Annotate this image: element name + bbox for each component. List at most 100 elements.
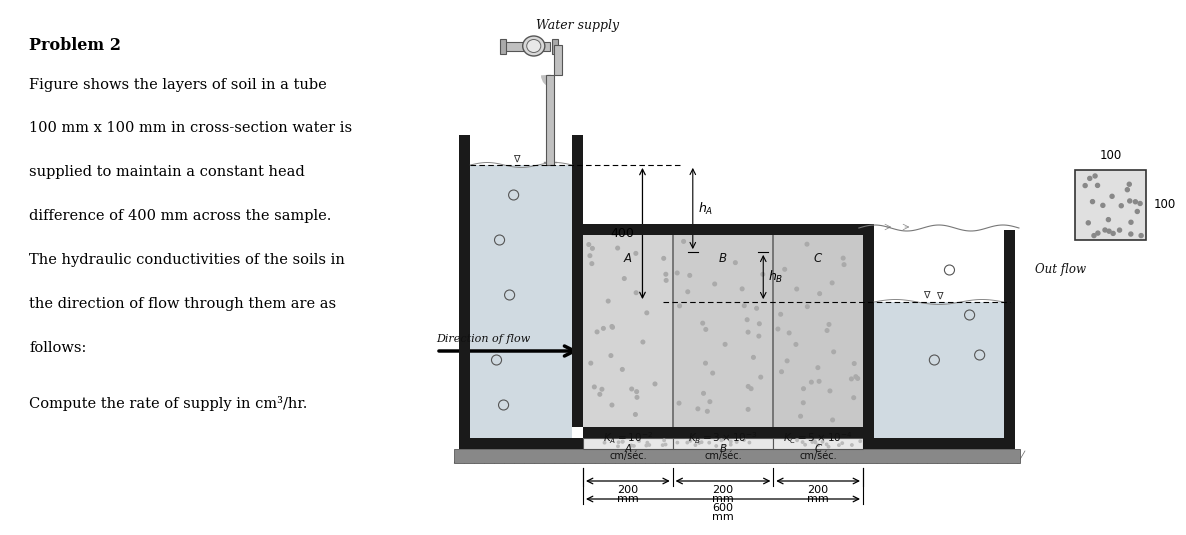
Circle shape — [598, 393, 601, 396]
Bar — [572, 135, 584, 427]
Circle shape — [837, 444, 840, 446]
Bar — [1076, 170, 1146, 240]
Text: A: A — [624, 251, 632, 264]
Circle shape — [593, 385, 597, 389]
Circle shape — [785, 359, 789, 363]
Circle shape — [611, 325, 614, 329]
Text: Direction of flow: Direction of flow — [436, 334, 530, 344]
Text: Out flow: Out flow — [1035, 264, 1086, 277]
Circle shape — [742, 304, 746, 308]
Text: difference of 400 mm across the sample.: difference of 400 mm across the sample. — [30, 209, 332, 223]
Circle shape — [745, 318, 748, 322]
Bar — [454, 449, 1020, 463]
Text: $h_B$: $h_B$ — [769, 269, 784, 285]
Circle shape — [664, 272, 668, 276]
Circle shape — [1128, 199, 1131, 203]
Circle shape — [1092, 234, 1096, 238]
Circle shape — [812, 440, 815, 442]
Text: 100: 100 — [1099, 149, 1122, 162]
Text: The hydraulic conductivities of the soils in: The hydraulic conductivities of the soil… — [30, 253, 345, 267]
Text: Water supply: Water supply — [536, 19, 619, 32]
Text: Figure shows the layers of soil in a tube: Figure shows the layers of soil in a tub… — [30, 78, 327, 91]
Circle shape — [1127, 182, 1131, 186]
Circle shape — [757, 334, 760, 338]
Circle shape — [621, 441, 624, 443]
Circle shape — [802, 401, 805, 404]
Circle shape — [1086, 221, 1090, 225]
Circle shape — [676, 441, 678, 444]
Circle shape — [686, 441, 689, 444]
Circle shape — [802, 441, 804, 444]
Circle shape — [591, 247, 594, 250]
Text: $h_A$: $h_A$ — [697, 201, 713, 217]
Circle shape — [704, 327, 708, 331]
Circle shape — [828, 446, 830, 448]
Circle shape — [758, 322, 761, 326]
Circle shape — [702, 392, 706, 395]
Circle shape — [635, 390, 638, 393]
Circle shape — [729, 444, 732, 446]
Circle shape — [746, 385, 750, 388]
Circle shape — [1139, 234, 1143, 238]
Circle shape — [610, 354, 613, 357]
Circle shape — [810, 380, 814, 384]
Bar — [546, 75, 554, 165]
Text: cm/séc.: cm/séc. — [610, 452, 646, 462]
Circle shape — [600, 387, 604, 391]
Circle shape — [638, 440, 640, 442]
Bar — [773, 438, 863, 449]
Circle shape — [1096, 184, 1099, 187]
Circle shape — [631, 445, 633, 447]
Bar — [584, 224, 874, 235]
Bar — [863, 438, 1015, 449]
Bar — [459, 438, 584, 449]
Bar — [874, 302, 1003, 438]
Circle shape — [804, 444, 806, 446]
Text: ∇: ∇ — [512, 154, 519, 164]
Circle shape — [688, 273, 691, 277]
Bar — [471, 165, 572, 438]
Text: cm/séc.: cm/séc. — [799, 452, 837, 462]
Text: follows:: follows: — [30, 341, 87, 355]
Circle shape — [1107, 229, 1111, 233]
Circle shape — [686, 290, 689, 294]
Circle shape — [815, 441, 817, 444]
Circle shape — [779, 370, 784, 373]
Text: 100: 100 — [1154, 198, 1177, 211]
Circle shape — [1110, 194, 1114, 198]
Circle shape — [1139, 202, 1142, 205]
Text: B: B — [719, 251, 727, 264]
Circle shape — [710, 371, 714, 375]
Circle shape — [630, 387, 633, 391]
Circle shape — [742, 439, 745, 441]
Circle shape — [830, 418, 835, 422]
Circle shape — [589, 361, 593, 365]
Circle shape — [830, 281, 834, 285]
Text: Compute the rate of supply in cm³/hr.: Compute the rate of supply in cm³/hr. — [30, 396, 308, 411]
Text: 200: 200 — [808, 485, 829, 495]
Circle shape — [733, 261, 738, 264]
Circle shape — [604, 441, 606, 444]
Circle shape — [715, 445, 718, 447]
Circle shape — [677, 304, 682, 308]
Text: B: B — [720, 444, 727, 454]
Circle shape — [798, 415, 803, 418]
Circle shape — [805, 305, 809, 309]
Circle shape — [849, 377, 853, 381]
Circle shape — [664, 444, 667, 446]
Circle shape — [761, 272, 765, 276]
Circle shape — [635, 251, 638, 255]
Bar — [1003, 230, 1015, 449]
Circle shape — [662, 257, 665, 260]
Circle shape — [841, 442, 843, 445]
Bar — [584, 438, 672, 449]
Circle shape — [776, 327, 779, 331]
Bar — [584, 427, 874, 438]
Circle shape — [722, 445, 725, 447]
Circle shape — [1096, 231, 1099, 235]
Text: 400: 400 — [611, 227, 635, 240]
Circle shape — [841, 256, 844, 260]
Circle shape — [1111, 232, 1115, 235]
Circle shape — [746, 330, 750, 334]
Circle shape — [842, 263, 846, 266]
